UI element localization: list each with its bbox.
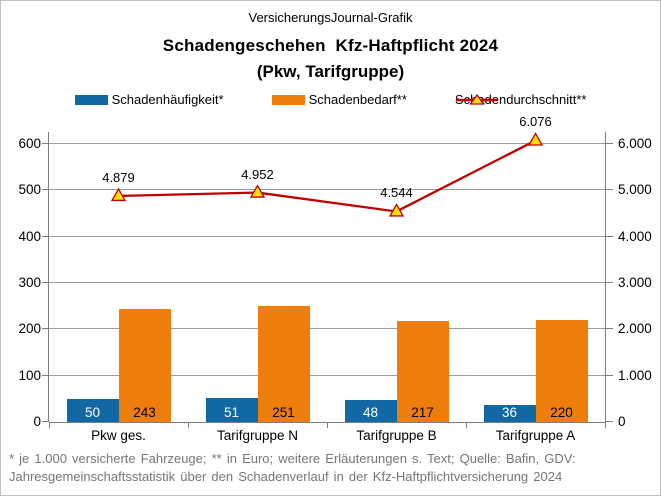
category-label: Pkw ges. [91,428,146,443]
y-axis-tick [606,282,613,283]
y-axis-label-right: 2.000 [618,321,652,337]
y-axis-left-line [48,132,49,422]
bar-schadenhaeufigkeit [483,405,536,422]
y-axis-label-left: 0 [33,414,41,429]
y-axis-label-left: 400 [18,228,41,244]
bar-value-label: 243 [133,405,156,420]
y-axis-tick [606,143,613,144]
gridline [49,143,605,144]
source-note-line2: Jahresgemeinschaftsstatistik über den Sc… [9,468,563,484]
bar-value-label: 217 [411,405,434,420]
point-value-label: 6.076 [519,114,552,130]
x-axis-labels: Pkw ges. Tarifgruppe N Tarifgruppe B Tarifg… [49,428,605,443]
x-axis-tick [605,423,606,428]
bar-value-label: 50 [84,405,101,420]
y-axis-label-right: 3.000 [618,275,652,290]
y-axis-label-right: 6.000 [618,136,652,151]
gridline [49,282,605,283]
y-axis-tick [42,328,49,329]
category-label: Tarifgruppe A [495,428,576,443]
triangle-marker [249,184,266,198]
point-value-label: 4.952 [241,166,274,182]
legend-item-schadenbedarf: Schadenbedarf** [271,92,407,107]
y-axis-label-left: 500 [18,182,41,198]
category-label: Tarifgruppe B [356,428,437,443]
category-label: Tarifgruppe N [216,428,299,443]
legend-item-schadendurchschnitt: Schadendurchschnitt** [455,92,587,107]
y-axis-tick [606,189,613,190]
legend-label: Schadenbedarf** [308,92,407,107]
triangle-marker [110,187,127,202]
y-axis-tick [42,236,49,237]
bar-schadenhaeufigkeit [344,399,397,422]
bar-schadenbedarf [118,309,171,422]
source-note: * je 1.000 versicherte Fahrzeuge; ** in … [9,450,654,485]
bar-schadenbedarf [396,321,449,422]
y-axis-label-left: 300 [18,275,41,290]
y-axis-tick [606,328,613,329]
y-axis-tick [42,282,49,283]
legend-label: Schadenhäufigkeit* [111,92,224,107]
y-axis-tick [42,375,49,376]
bar-value-label: 36 [501,405,518,420]
legend-label: Schadendurchschnitt** [454,92,587,107]
gridline [49,189,605,190]
legend-item-schadenhaeufigkeit: Schadenhäufigkeit* [74,92,224,107]
bar-schadenhaeufigkeit [66,398,119,422]
source-note-line1: * je 1.000 versicherte Fahrzeuge; ** in … [9,451,576,466]
gridline [49,328,605,329]
point-value-label: 4.879 [102,169,135,185]
bar-value-label: 220 [550,405,573,420]
y-axis-label-right: 1.000 [618,367,652,383]
bar-schadenbedarf [257,305,310,422]
y-axis-label-right: 0 [618,414,626,429]
triangle-marker [527,132,544,146]
bar-value-label: 48 [362,405,379,420]
y-axis-tick [606,375,613,376]
y-axis-right-line [605,132,606,422]
line-triangle-swatch-icon [455,93,498,105]
line-series [110,132,544,217]
y-axis-tick [606,421,613,422]
y-axis-label-left: 200 [18,321,41,337]
y-axis-tick [42,421,49,422]
bar-schadenhaeufigkeit [205,398,258,422]
y-axis-tick [606,236,613,237]
y-axis-tick [42,143,49,144]
legend: Schadenhäufigkeit* Schadenbedarf** Schad… [1,92,660,107]
chart-subtitle: (Pkw, Tarifgruppe) [256,62,405,81]
y-axis-label-right: 5.000 [618,182,652,198]
blue-bar-swatch-icon [74,94,108,105]
orange-bar-swatch-icon [271,94,305,105]
y-axis-label-left: 600 [18,136,41,151]
y-axis-label-right: 4.000 [618,228,652,244]
triangle-marker [388,203,405,217]
bar-schadenbedarf [535,320,588,422]
bar-value-label: 251 [272,405,295,420]
chart-title: Schadengeschehen Kfz-Haftpflicht 2024 [162,36,499,55]
gridline [49,236,605,237]
brand-label: VersicherungsJournal-Grafik [248,10,413,25]
x-axis-line [49,422,606,423]
gridline [49,375,605,376]
y-axis-label-left: 100 [18,367,41,383]
y-axis-tick [42,189,49,190]
point-value-label: 4.544 [380,185,413,201]
bar-value-label: 51 [223,405,240,420]
